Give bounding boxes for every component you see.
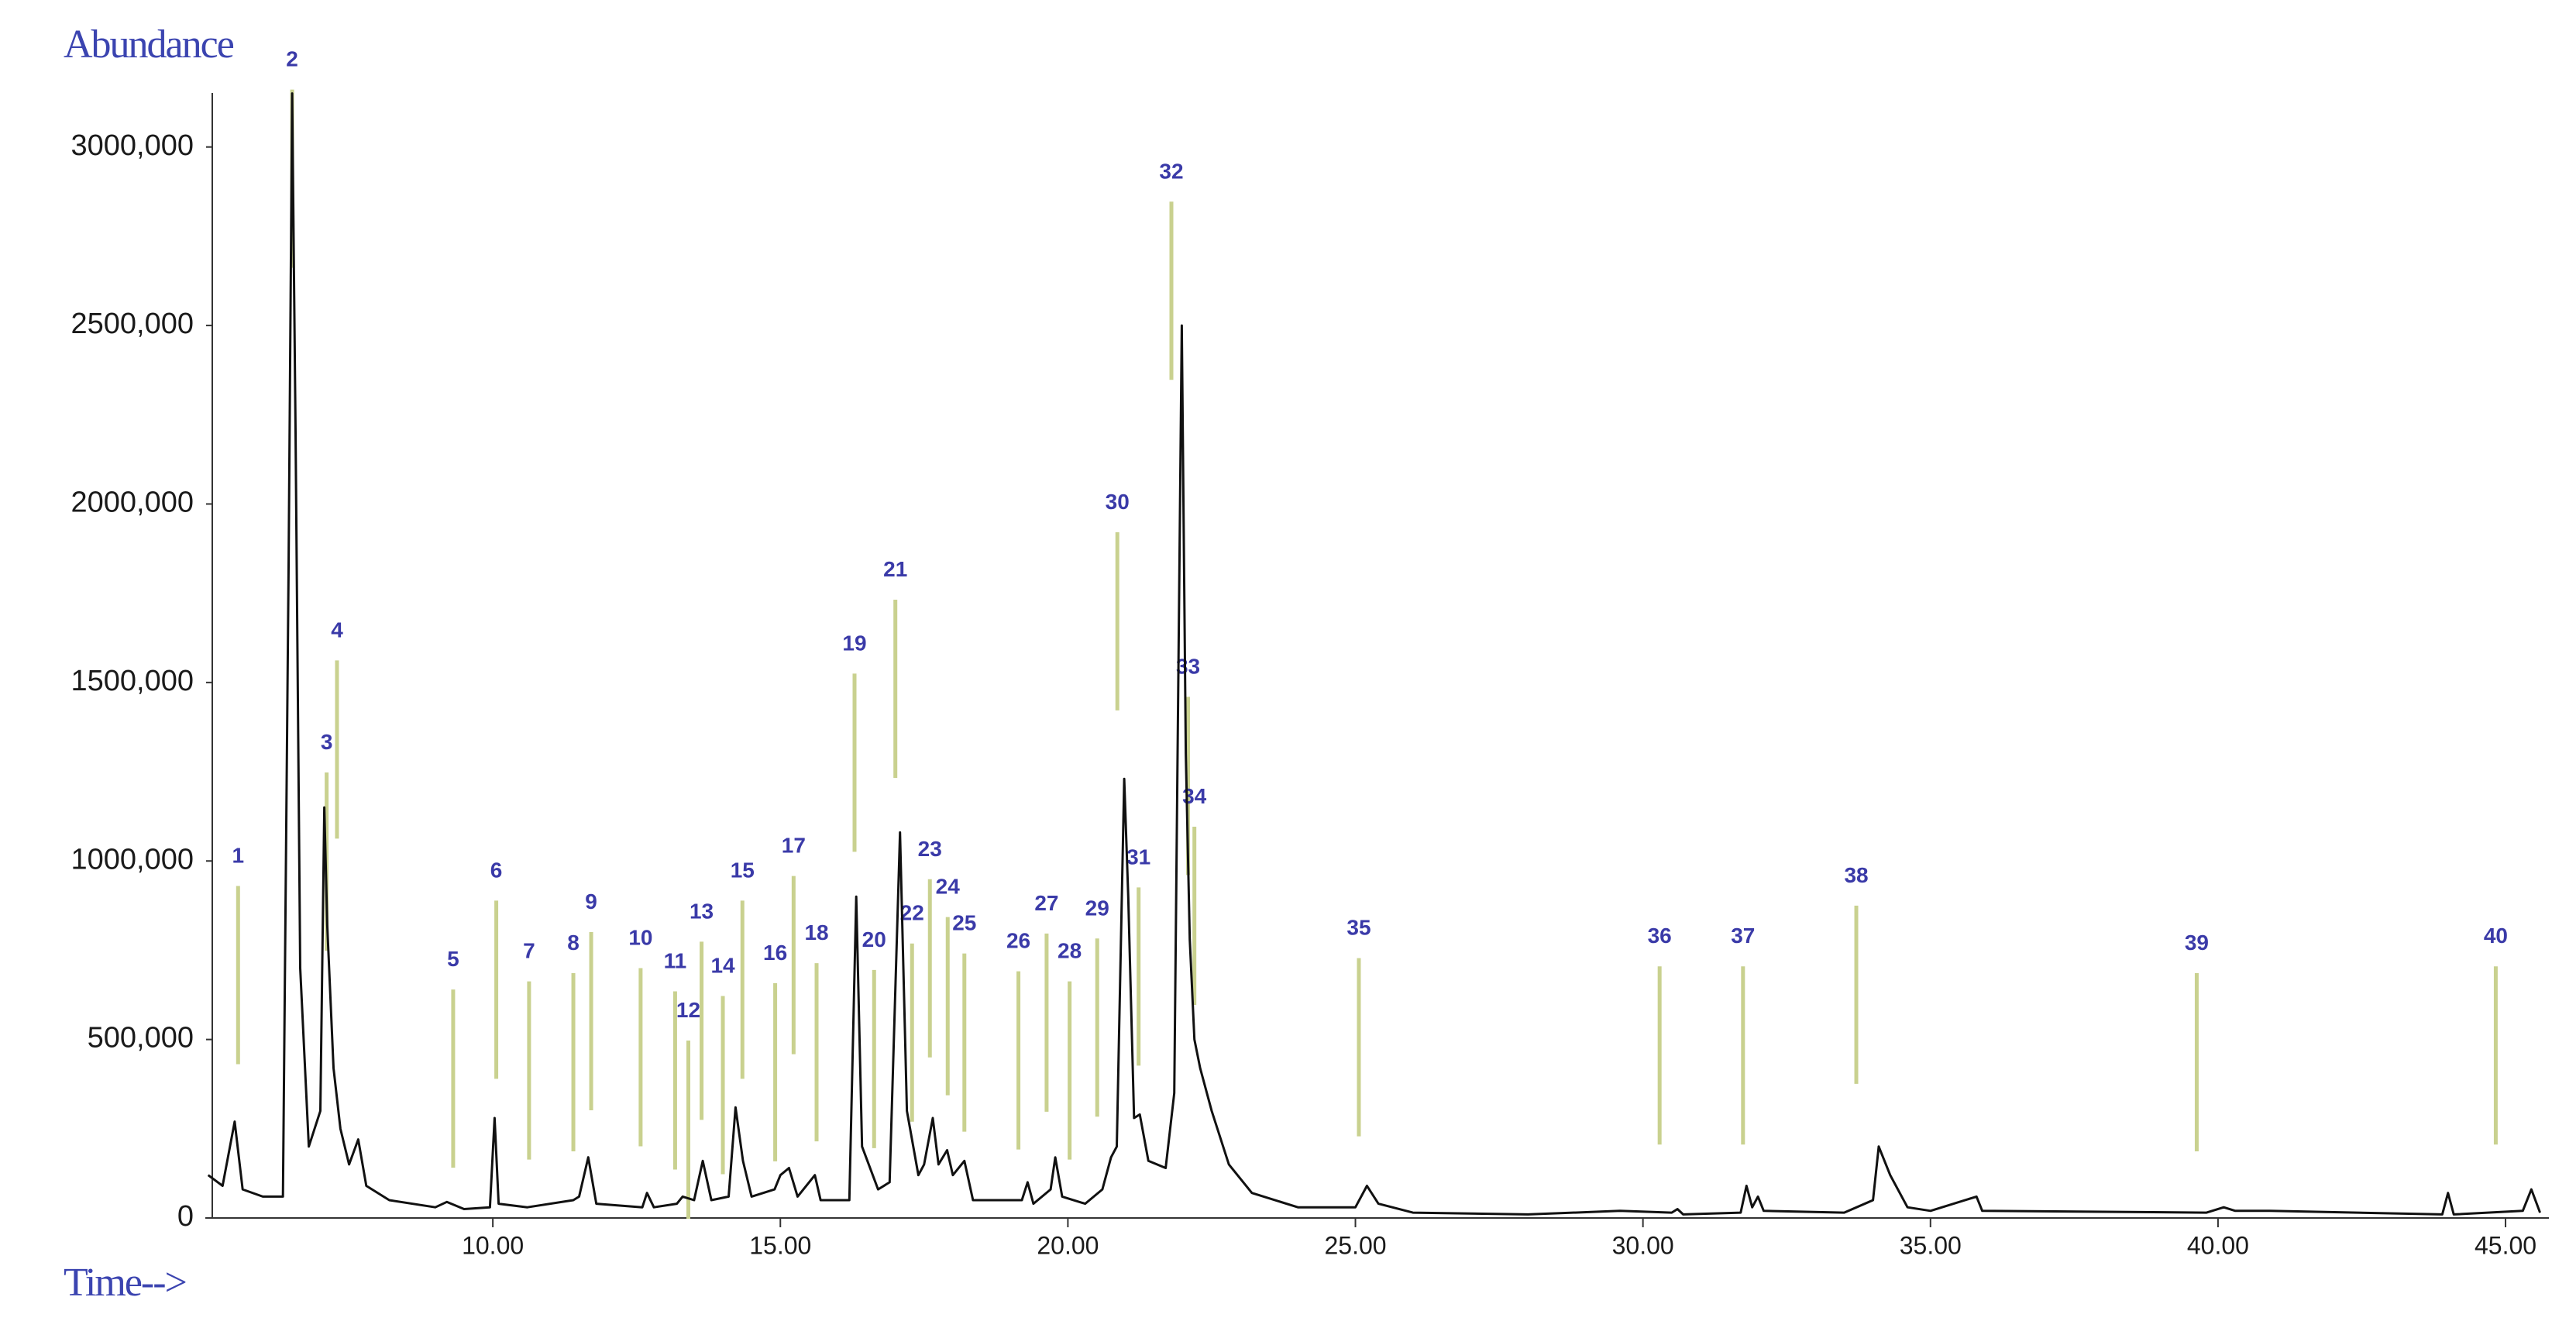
peak-label: 12: [676, 998, 700, 1022]
x-tick-label: 15.00: [749, 1231, 811, 1259]
x-axis-title: Time-->: [64, 1261, 186, 1305]
peak-label: 20: [862, 927, 886, 951]
peak-label: 17: [782, 834, 806, 858]
y-tick-label: 2500,000: [71, 308, 194, 340]
peak-label: 18: [804, 920, 828, 944]
peak-label: 30: [1106, 490, 1130, 514]
peak-label: 28: [1058, 939, 1082, 963]
peak-label: 39: [2185, 931, 2209, 955]
y-tick-label: 3000,000: [71, 129, 194, 162]
x-tick-label: 45.00: [2475, 1231, 2536, 1259]
peak-label: 5: [447, 947, 459, 971]
peak-label: 10: [628, 926, 652, 950]
y-tick-label: 1500,000: [71, 665, 194, 697]
x-tick-label: 25.00: [1324, 1231, 1386, 1259]
peak-label: 14: [710, 953, 735, 977]
peak-label: 27: [1034, 891, 1058, 915]
peak-label: 25: [952, 911, 976, 935]
x-tick-label: 10.00: [462, 1231, 524, 1259]
peak-label: 36: [1648, 924, 1672, 948]
peak-label: 4: [331, 618, 343, 642]
peak-label: 1: [232, 844, 245, 868]
peak-label: 38: [1844, 863, 1868, 887]
peak-label: 24: [936, 875, 961, 899]
peak-label: 35: [1346, 916, 1371, 940]
peak-label: 7: [523, 939, 535, 963]
peak-label: 32: [1159, 159, 1183, 183]
peak-label: 3: [321, 730, 333, 754]
peak-label: 33: [1176, 654, 1200, 678]
peak-label: 29: [1085, 896, 1109, 920]
peak-label: 21: [883, 557, 907, 581]
peak-label: 15: [731, 858, 755, 882]
trace-line: [207, 92, 2542, 1216]
peak-label: 6: [490, 858, 503, 882]
y-axis-title: Abundance: [64, 22, 234, 67]
y-tick-label: 2000,000: [71, 487, 194, 519]
peak-label: 22: [900, 901, 924, 925]
peak-label: 16: [763, 941, 787, 965]
peak-label: 13: [690, 899, 714, 923]
x-tick-label: 20.00: [1037, 1231, 1099, 1259]
peak-label: 31: [1126, 845, 1150, 869]
y-tick-label: 0: [177, 1200, 194, 1233]
peak-label: 9: [585, 889, 597, 913]
x-tick-label: 30.00: [1612, 1231, 1674, 1259]
peak-label: 11: [664, 948, 687, 972]
y-tick-label: 500,000: [88, 1022, 194, 1054]
y-tick-label: 1000,000: [71, 843, 194, 876]
peak-label: 8: [567, 931, 580, 955]
x-tick-label: 35.00: [1900, 1231, 1962, 1259]
peak-label: 23: [918, 837, 942, 861]
x-tick-label: 40.00: [2187, 1231, 2249, 1259]
peak-label: 2: [286, 47, 298, 71]
peak-label: 37: [1731, 924, 1755, 948]
peak-label: 40: [2484, 924, 2508, 948]
peak-label: 19: [842, 631, 866, 655]
peak-label: 26: [1006, 929, 1030, 953]
